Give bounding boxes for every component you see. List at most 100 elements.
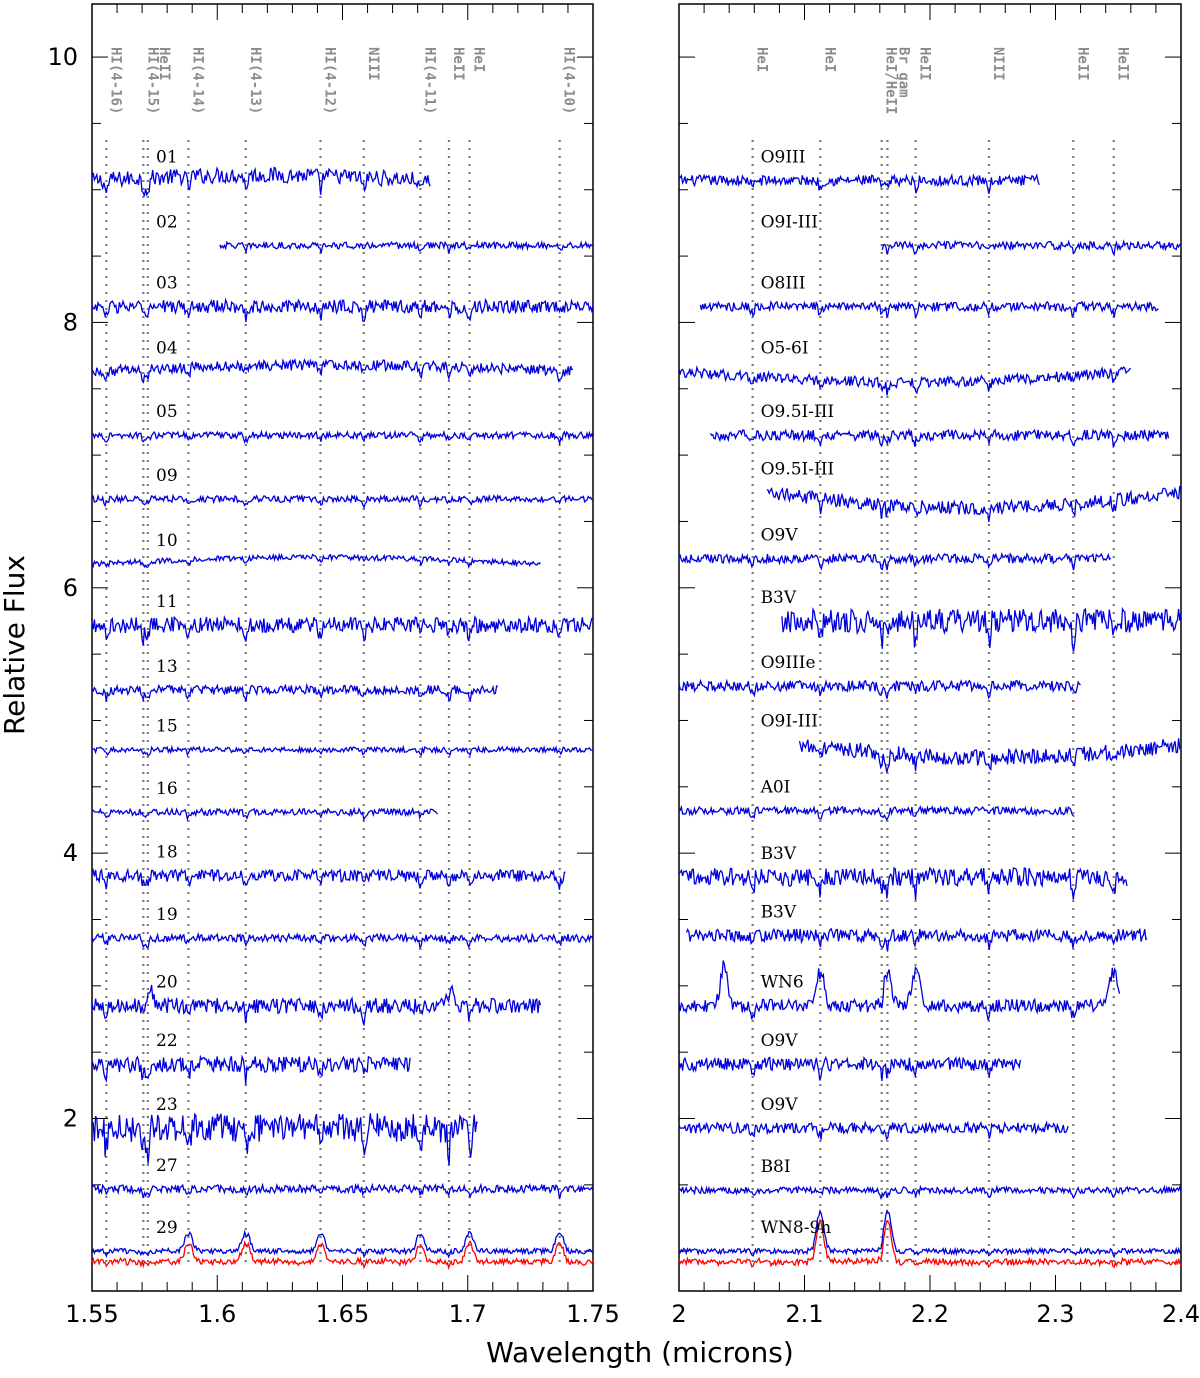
spectrum-label: WN8-9h [761,1218,832,1238]
spectrum-line [91,614,593,646]
spectrum-label: A0I [760,778,791,798]
line-mark-label: HeII [156,47,172,81]
x-tick-label: 1.7 [449,1300,487,1328]
y-tick-label: 4 [63,839,78,867]
spectrum-line [91,867,566,890]
x-tick-label: 2 [671,1300,686,1328]
spectrum-label: 27 [156,1156,178,1176]
line-mark-label: HI(4-10) [561,47,577,114]
line-mark-label: HeII [450,47,466,81]
spectrum-label: 11 [156,592,178,612]
spectrum-label: O9I-III [761,212,818,232]
spectrum-line [91,1182,594,1200]
line-mark-label: HeII [1074,47,1090,81]
line-mark-label: HeII [1115,47,1131,81]
line-mark-label: HI(4-15) [144,47,160,114]
spectrum-line [91,931,594,950]
spectrum-label: 23 [156,1095,178,1115]
spectrum-line [91,1112,479,1165]
spectrum-line [881,239,1181,257]
spectrum-line [766,485,1182,522]
line-mark-label: HI(4-12) [321,47,337,114]
spectrum-line [678,960,1121,1021]
y-tick-label: 2 [63,1105,78,1133]
spectrum-label: 19 [156,905,178,925]
x-tick-label: 1.65 [316,1300,369,1328]
spectrum-line [91,1054,411,1085]
spectrum-line [709,427,1170,448]
spectrum-label: O9.5I-III [761,402,835,422]
left-panel: 2 4 6 8 10 1.55 1.6 1.65 1.7 1.75 HI(4-16) HI(4-15)… [47,3,620,1328]
spectrum-line [678,551,1112,571]
spectrum-line [91,744,594,757]
spectrum-line [91,166,431,197]
spectrum-line [678,1120,1069,1141]
spectrum-label: B3V [761,902,797,922]
reference-spectrum [91,1239,594,1271]
spectrum-line [685,927,1148,952]
spectrum-line [678,172,1040,194]
spectrum-line [678,1184,1182,1201]
y-axis-title: Relative Flux [0,555,31,735]
spectrum-label: O9III [761,147,806,167]
spectrum-label: 13 [156,657,178,677]
spectrum-label: 15 [156,717,178,737]
spectrum-line [699,299,1159,320]
spectrum-line [678,866,1128,900]
spectrum-line [91,429,594,446]
line-mark-label: HI(4-14) [189,47,205,114]
spectrum-label: O9V [761,526,799,546]
x-tick-label: 1.75 [566,1300,619,1328]
x-axis-title: Wavelength (microns) [486,1336,794,1369]
spectrum-label: 22 [156,1031,178,1051]
spectrum-label: 04 [156,339,178,359]
panel-frame [678,3,1182,1292]
spectrum-label: 20 [156,973,178,993]
line-mark-label: Br gam [895,47,911,98]
spectrum-label: B3V [761,844,797,864]
spectrum-label: 03 [156,274,178,294]
spectrum-label: 18 [156,843,178,863]
line-mark-label: NIII [365,47,381,81]
spectrum-line [678,804,1075,822]
spectrum-line [91,1229,594,1259]
spectrum-label: O9V [761,1095,799,1115]
spectrum-line [91,806,439,822]
spectrum-label: O9IIIe [761,653,816,673]
spectrum-line [91,297,594,323]
spectrum-label: B8I [761,1157,791,1177]
line-mark-label: HeI [471,47,487,72]
spectrum-line [678,1208,1182,1259]
spectrum-line [91,682,499,703]
y-tick-label: 10 [47,43,78,71]
spectrum-label: 16 [156,779,178,799]
spectrum-label: B3V [761,588,797,608]
line-mark-label: HeII [917,47,933,81]
spectrum-line [678,1055,1022,1082]
spectrum-label: WN6 [761,973,804,993]
line-mark-label: HeI [821,47,837,72]
spectrum-label: 01 [156,147,178,167]
x-tick-label: 2.1 [785,1300,823,1328]
spectrum-label: 02 [156,212,178,232]
y-tick-label: 8 [63,308,78,336]
spectrum-line [91,552,541,570]
reference-spectrum [678,1217,1182,1269]
spectrum-label: 09 [156,466,178,486]
x-tick-label: 1.6 [198,1300,236,1328]
line-mark-label: HeI/HeII [883,47,899,114]
line-mark-label: HI(4-16) [107,47,123,114]
spectrum-line [781,606,1182,652]
spectrum-label: O9I-III [761,711,818,731]
spectrum-label: 29 [156,1218,178,1238]
spectrum-line [91,984,542,1026]
x-tick-label: 2.4 [1162,1300,1200,1328]
line-mark-label: HI(4-13) [247,47,263,114]
x-tick-label: 2.2 [911,1300,949,1328]
spectrum-label: O9.5I-III [761,459,835,479]
spectrum-line [219,239,594,255]
line-mark-label: HI(4-11) [421,47,437,114]
spectrum-line [91,493,594,509]
x-tick-label: 2.3 [1036,1300,1074,1328]
